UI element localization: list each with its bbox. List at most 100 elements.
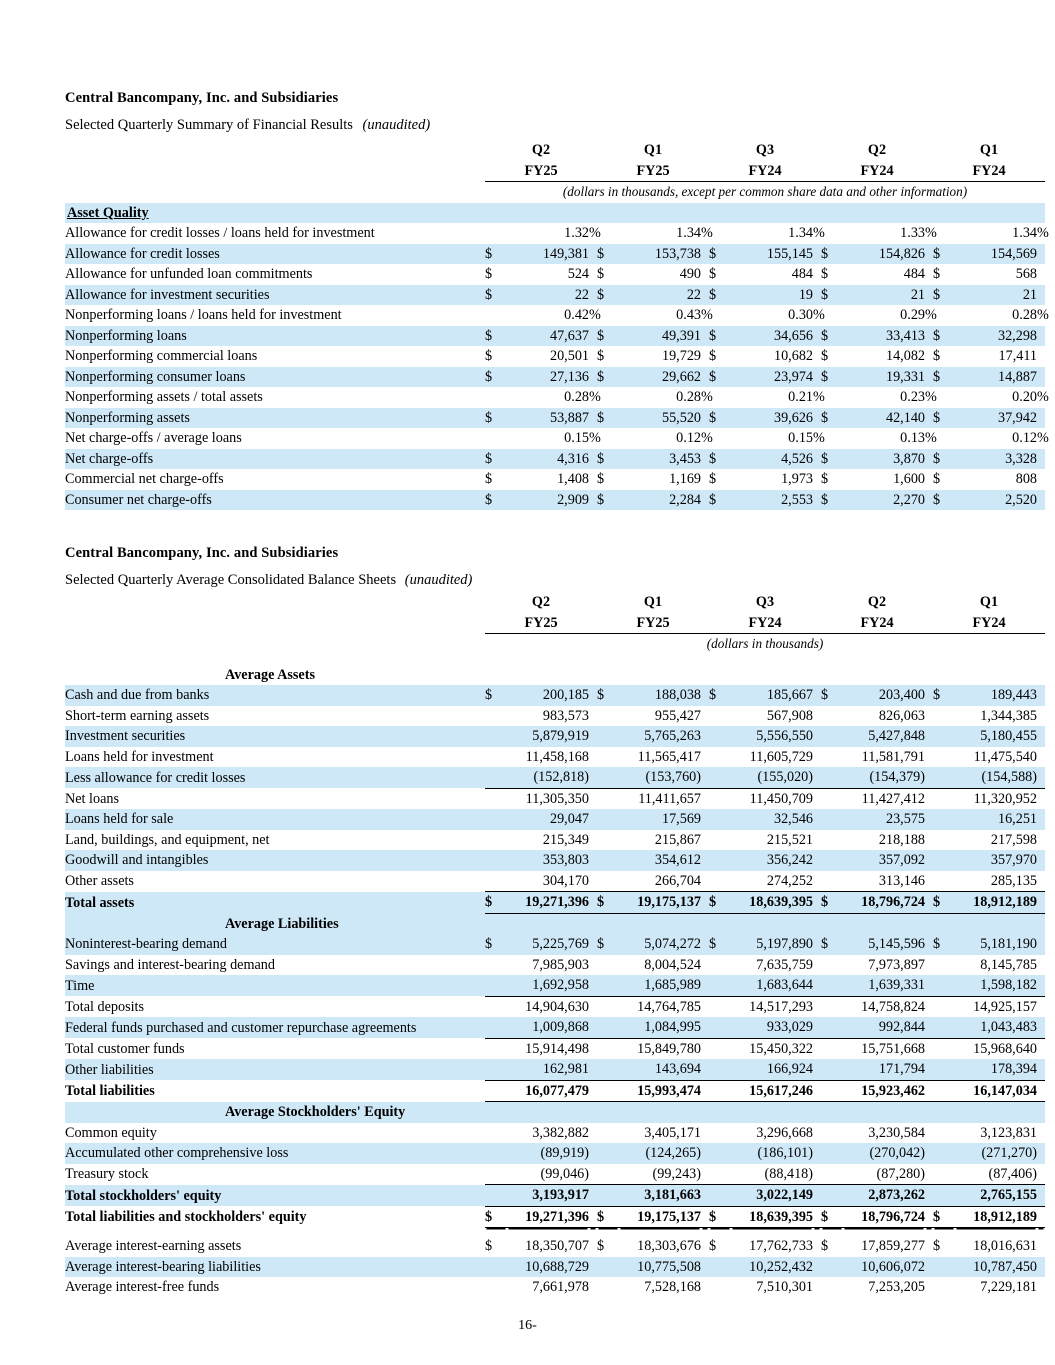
row-value: 10,252,432 bbox=[731, 1256, 813, 1277]
row-value: 983,573 bbox=[542, 707, 589, 724]
currency-symbol bbox=[485, 305, 507, 326]
table-row: Average interest-earning assets $18,350,7… bbox=[65, 1236, 1045, 1257]
currency-symbol: $ bbox=[933, 1238, 941, 1254]
row-value: 154,569 bbox=[955, 243, 1037, 264]
row-value: 18,639,395 bbox=[731, 1206, 813, 1228]
table2-year-row: FY25 FY25 FY24 FY24 FY24 bbox=[65, 612, 1045, 634]
spacer-row bbox=[65, 1228, 1045, 1237]
currency-symbol: $ bbox=[933, 685, 955, 706]
row-value: 16,147,034 bbox=[955, 1080, 1037, 1102]
cell-spacer bbox=[813, 264, 821, 285]
cell-spacer bbox=[1037, 809, 1045, 830]
cell-spacer bbox=[1037, 850, 1045, 871]
value-suffix: % bbox=[589, 225, 601, 241]
table2-col4-quarter: Q1 bbox=[979, 594, 999, 610]
cell-spacer bbox=[701, 788, 709, 809]
row-value: 11,458,168 bbox=[525, 748, 589, 765]
currency-symbol bbox=[709, 726, 731, 747]
average-equity-header: Average Stockholders' Equity bbox=[65, 1101, 1045, 1123]
cell-spacer bbox=[701, 366, 709, 387]
value-suffix: % bbox=[701, 389, 713, 405]
row-value: 0.12 bbox=[676, 430, 701, 446]
currency-symbol: $ bbox=[485, 1206, 507, 1228]
currency-symbol bbox=[933, 870, 955, 892]
cell-spacer bbox=[925, 870, 933, 892]
row-value: 18,350,707 bbox=[525, 1238, 589, 1254]
cell-spacer bbox=[925, 407, 933, 428]
currency-symbol bbox=[821, 1184, 843, 1207]
cell-spacer bbox=[813, 284, 821, 305]
row-value: 1,683,644 bbox=[731, 975, 813, 997]
cell-spacer bbox=[589, 1236, 597, 1257]
row-value: 33,413 bbox=[843, 325, 925, 346]
value-suffix: % bbox=[589, 307, 601, 323]
row-value: 2,765,155 bbox=[955, 1184, 1037, 1207]
cell-spacer bbox=[589, 284, 597, 305]
currency-symbol bbox=[709, 955, 731, 976]
currency-symbol bbox=[485, 1277, 507, 1298]
table-row: Net charge-offs $4,316 $3,453 $4,526 $3,870 $… bbox=[65, 448, 1045, 469]
currency-symbol bbox=[597, 1256, 619, 1277]
currency-symbol: $ bbox=[597, 407, 619, 428]
row-value: 17,569 bbox=[619, 809, 701, 830]
cell-spacer bbox=[813, 1080, 821, 1102]
currency-symbol bbox=[485, 387, 507, 408]
row-value: 10,787,450 bbox=[955, 1256, 1037, 1277]
row-value: 1,009,868 bbox=[507, 1017, 589, 1039]
currency-symbol: $ bbox=[597, 1206, 619, 1228]
currency-symbol bbox=[709, 975, 731, 997]
cell-spacer bbox=[925, 955, 933, 976]
currency-symbol bbox=[597, 809, 619, 830]
value-suffix: % bbox=[1037, 307, 1049, 323]
row-value: 484 bbox=[903, 266, 925, 282]
row-value: 15,968,640 bbox=[973, 1040, 1037, 1057]
row-value: (154,379) bbox=[843, 767, 925, 789]
currency-symbol bbox=[933, 788, 955, 809]
row-label: Treasury stock bbox=[65, 1166, 149, 1182]
currency-symbol: $ bbox=[709, 1238, 717, 1254]
currency-symbol bbox=[933, 1184, 955, 1207]
row-value: 992,844 bbox=[843, 1017, 925, 1039]
currency-symbol bbox=[933, 747, 955, 768]
row-value: 11,605,729 bbox=[749, 748, 813, 765]
cell-spacer bbox=[813, 996, 821, 1017]
currency-symbol bbox=[821, 1123, 843, 1144]
cell-spacer bbox=[925, 996, 933, 1017]
row-value: 1,685,989 bbox=[619, 975, 701, 997]
table2-units-row: (dollars in thousands) bbox=[65, 634, 1045, 655]
currency-symbol bbox=[597, 726, 619, 747]
cell-spacer bbox=[1037, 1206, 1045, 1228]
currency-symbol bbox=[709, 830, 731, 851]
currency-symbol bbox=[933, 955, 955, 976]
row-value: 3,123,831 bbox=[980, 1124, 1037, 1141]
row-value: 0.29 bbox=[900, 307, 925, 323]
row-value: 19,729 bbox=[661, 348, 701, 364]
table2-quarter-row: Q2 Q1 Q3 Q2 Q1 bbox=[65, 592, 1045, 613]
currency-symbol: $ bbox=[597, 448, 619, 469]
currency-symbol bbox=[821, 975, 843, 997]
cell-spacer bbox=[925, 706, 933, 727]
currency-symbol bbox=[485, 1038, 507, 1059]
cell-spacer bbox=[813, 1038, 821, 1059]
currency-symbol bbox=[485, 1184, 507, 1207]
row-value: 29,047 bbox=[507, 809, 589, 830]
row-value: 203,400 bbox=[843, 685, 925, 706]
currency-symbol bbox=[709, 1184, 731, 1207]
table2-header-block: Central Bancompany, Inc. and Subsidiarie… bbox=[65, 545, 995, 589]
row-value: (270,042) bbox=[843, 1143, 925, 1164]
cell-spacer bbox=[701, 1038, 709, 1059]
cell-spacer bbox=[813, 767, 821, 789]
currency-symbol: $ bbox=[485, 891, 507, 914]
row-value: 7,253,205 bbox=[868, 1279, 925, 1295]
cell-spacer bbox=[925, 1163, 933, 1185]
row-value: 0.28 bbox=[676, 389, 701, 405]
row-value: 37,942 bbox=[955, 407, 1037, 428]
row-value: 11,427,412 bbox=[861, 790, 925, 807]
row-value: 1.34 bbox=[1012, 225, 1037, 241]
table-row: Federal funds purchased and customer rep… bbox=[65, 1017, 1045, 1039]
cell-spacer bbox=[701, 870, 709, 892]
row-value: 5,074,272 bbox=[619, 934, 701, 955]
spacer-cell bbox=[65, 592, 485, 613]
row-label: Cash and due from banks bbox=[65, 685, 485, 706]
balance-sheet-table: Q2 Q1 Q3 Q2 Q1 FY25 FY25 FY24 FY24 FY24 … bbox=[65, 592, 1045, 1298]
